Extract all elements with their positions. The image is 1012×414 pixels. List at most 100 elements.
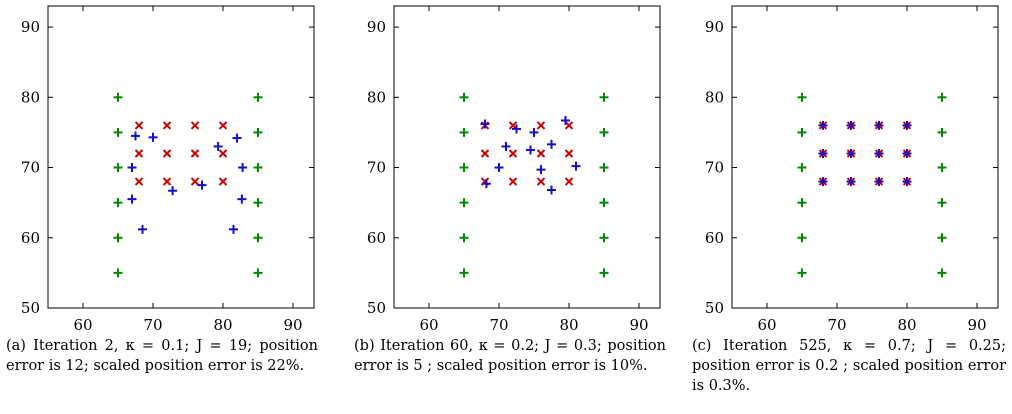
plus-marker-a-2-5 xyxy=(113,268,123,278)
plus-marker-c-2-5 xyxy=(797,268,807,278)
plus-marker-c-1-2 xyxy=(874,120,884,130)
y-tick-label-b-80: 80 xyxy=(367,88,386,106)
plus-marker-c-1-4 xyxy=(818,148,828,158)
plus-marker-a-1-0 xyxy=(131,131,140,141)
plus-marker-a-1-2 xyxy=(127,163,137,173)
x-tick-label-c-80: 80 xyxy=(897,316,916,334)
plus-marker-c-1-11 xyxy=(902,177,912,187)
plus-marker-a-2-0 xyxy=(113,92,123,102)
plus-marker-b-2-3 xyxy=(459,198,469,208)
y-tick-label-a-80: 80 xyxy=(21,88,40,106)
plus-marker-b-1-4 xyxy=(501,141,511,151)
plus-marker-b-1-7 xyxy=(494,163,504,173)
y-tick-label-a-60: 60 xyxy=(21,229,40,247)
cross-marker-a-0-7 xyxy=(218,149,228,158)
scatter-plot-a: 60 70 80 90 50 60 70 80 90 xyxy=(21,5,315,334)
y-tick-label-b-60: 60 xyxy=(367,229,386,247)
plus-marker-a-2-11 xyxy=(253,268,263,278)
plus-marker-b-2-5 xyxy=(459,268,469,278)
x-tick-label-c-60: 60 xyxy=(757,316,776,334)
cross-marker-b-0-4 xyxy=(480,149,490,158)
plus-marker-a-2-8 xyxy=(253,163,263,173)
plus-marker-c-1-9 xyxy=(846,177,856,187)
plus-marker-c-2-11 xyxy=(937,268,947,278)
caption-b: (b) Iteration 60, κ = 0.2; J = 0.3; posi… xyxy=(354,336,666,376)
plus-marker-c-2-0 xyxy=(797,92,807,102)
scatter-plot-c: 60 70 80 90 50 60 70 80 90 xyxy=(705,5,999,334)
axes-frame-b xyxy=(393,5,661,309)
cross-marker-a-0-4 xyxy=(134,149,144,158)
x-tick-label-a-90: 90 xyxy=(283,316,302,334)
plus-marker-c-2-4 xyxy=(797,233,807,243)
cross-marker-b-0-2 xyxy=(536,121,546,130)
x-tick-label-b-90: 90 xyxy=(629,316,648,334)
cross-marker-a-0-9 xyxy=(162,177,172,186)
plus-marker-b-2-4 xyxy=(459,233,469,243)
plus-marker-b-2-11 xyxy=(599,268,609,278)
scatter-plot-b: 60 70 80 90 50 60 70 80 90 xyxy=(367,5,661,334)
plus-marker-b-2-8 xyxy=(599,163,609,173)
plus-marker-b-2-10 xyxy=(599,233,609,243)
y-tick-label-b-70: 70 xyxy=(367,159,386,177)
x-tick-label-b-60: 60 xyxy=(419,316,438,334)
plus-marker-b-1-6 xyxy=(547,139,556,149)
y-tick-label-c-80: 80 xyxy=(705,88,724,106)
axes-frame-a xyxy=(47,5,315,309)
cross-marker-b-0-1 xyxy=(508,121,518,130)
plus-marker-a-1-4 xyxy=(138,224,147,234)
plus-marker-b-1-8 xyxy=(536,165,546,175)
plus-marker-a-2-7 xyxy=(253,127,263,137)
subfigure-c: 60 70 80 90 50 60 70 80 90 (c) Iteration 525, κ … xyxy=(684,0,1012,414)
cross-marker-b-0-7 xyxy=(564,149,574,158)
x-tick-label-c-70: 70 xyxy=(827,316,846,334)
plus-marker-c-2-6 xyxy=(937,92,947,102)
plus-marker-a-2-4 xyxy=(113,233,123,243)
plus-marker-b-1-0 xyxy=(480,119,490,129)
y-tick-label-c-70: 70 xyxy=(705,159,724,177)
caption-c: (c) Iteration 525, κ = 0.7; J = 0.25; po… xyxy=(692,336,1006,396)
y-tick-label-a-50: 50 xyxy=(21,299,40,317)
plus-marker-c-1-6 xyxy=(874,148,884,158)
subfigure-a: 60 70 80 90 50 60 70 80 90 (a) Iteration 2, κ = … xyxy=(0,0,330,414)
y-tick-label-b-50: 50 xyxy=(367,299,386,317)
x-tick-label-a-70: 70 xyxy=(143,316,162,334)
y-tick-label-a-70: 70 xyxy=(21,159,40,177)
cross-marker-a-0-1 xyxy=(162,121,172,130)
cross-marker-b-0-3 xyxy=(564,121,574,130)
plus-marker-c-2-9 xyxy=(937,198,947,208)
y-tick-label-b-90: 90 xyxy=(367,18,386,36)
plus-marker-a-1-7 xyxy=(213,141,223,151)
cross-marker-a-0-8 xyxy=(134,177,144,186)
cross-marker-a-0-10 xyxy=(190,177,200,186)
plus-marker-c-1-1 xyxy=(846,120,856,130)
cross-marker-a-0-3 xyxy=(218,121,228,130)
plus-marker-c-1-0 xyxy=(818,120,828,130)
plus-marker-b-1-9 xyxy=(571,161,581,171)
plus-marker-b-2-0 xyxy=(459,92,469,102)
plus-marker-c-2-8 xyxy=(937,163,947,173)
y-tick-label-a-90: 90 xyxy=(21,18,40,36)
cross-marker-a-0-2 xyxy=(190,121,200,130)
axes-frame-c xyxy=(731,5,999,309)
cross-marker-a-0-11 xyxy=(218,177,228,186)
plus-marker-a-1-11 xyxy=(229,224,238,234)
y-tick-label-c-60: 60 xyxy=(705,229,724,247)
cross-marker-a-0-0 xyxy=(134,121,144,130)
plus-marker-b-2-9 xyxy=(599,198,609,208)
plus-marker-b-1-3 xyxy=(561,115,570,125)
x-tick-label-a-80: 80 xyxy=(213,316,232,334)
y-tick-label-c-90: 90 xyxy=(705,18,724,36)
caption-c-text: (c) Iteration 525, κ = 0.7; J = 0.25; po… xyxy=(692,338,1006,394)
plus-marker-c-1-3 xyxy=(902,120,912,130)
plus-marker-b-2-6 xyxy=(599,92,609,102)
plus-marker-a-2-9 xyxy=(253,198,263,208)
plus-marker-a-1-5 xyxy=(168,186,178,196)
plus-marker-b-1-2 xyxy=(529,127,539,137)
plus-marker-a-1-6 xyxy=(197,180,207,190)
cross-marker-b-0-5 xyxy=(508,149,518,158)
x-tick-label-a-60: 60 xyxy=(73,316,92,334)
x-tick-label-b-70: 70 xyxy=(489,316,508,334)
plus-marker-a-2-6 xyxy=(253,92,263,102)
plus-marker-c-1-10 xyxy=(874,177,884,187)
cross-marker-a-0-6 xyxy=(190,149,200,158)
